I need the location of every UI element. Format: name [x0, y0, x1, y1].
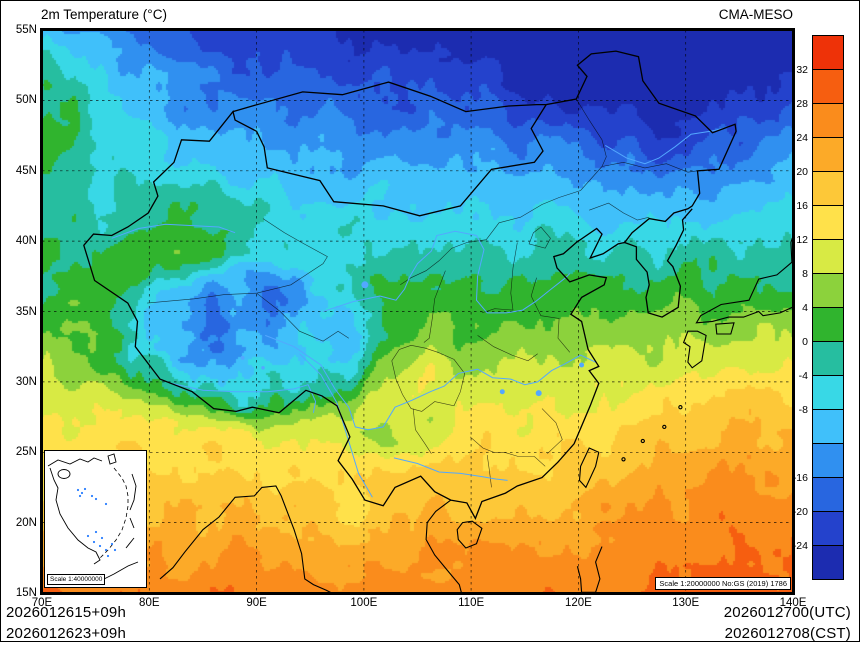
rivers: [111, 126, 729, 498]
colorbar-swatch: [813, 410, 843, 444]
coastlines: [159, 234, 793, 593]
inset-scale-label: Scale 1:40000000: [47, 574, 106, 585]
valid-time-utc: 2026012700(UTC): [723, 604, 851, 621]
lat-tick-label: 15N: [15, 587, 37, 599]
colorbar-swatch: [813, 172, 843, 206]
lat-tick-label: 50N: [15, 94, 37, 107]
lon-tick-label: 90E: [246, 597, 267, 609]
inset-islands: [76, 487, 117, 558]
gridlines: [42, 30, 793, 593]
lon-tick-label: 120E: [564, 597, 592, 609]
map-frame: [42, 30, 793, 593]
figure-frame: 2m Temperature (°C) CMA-MESO: [0, 0, 860, 642]
colorbar-swatch: [813, 478, 843, 512]
lat-tick-label: 25N: [15, 446, 37, 459]
colorbar-label: 32: [796, 64, 808, 76]
colorbar-swatch: [813, 206, 843, 240]
colorbar-swatch: [813, 36, 843, 70]
map-area: Scale 1:40000000 Scale 1:20000000 No:GS …: [40, 28, 795, 595]
lat-tick-label: 35N: [15, 305, 37, 318]
colorbar-swatch: [813, 274, 843, 308]
lon-tick-label: 70E: [31, 597, 53, 609]
nine-dash-line: [99, 467, 129, 559]
lon-tick-label: 80E: [139, 597, 160, 609]
inset-map: [47, 453, 139, 581]
colorbar-label: -24: [792, 540, 808, 552]
colorbar-swatch: [813, 376, 843, 410]
colorbar-label: 20: [796, 166, 808, 178]
lon-tick-label: 100E: [350, 597, 378, 609]
colorbar-swatch: [813, 70, 843, 104]
init-time-1: 2026012615+09h: [6, 604, 127, 621]
colorbar-label: -16: [792, 472, 808, 484]
lat-tick-label: 40N: [15, 235, 37, 248]
colorbar-label: 24: [796, 132, 808, 144]
colorbar-label: 28: [796, 98, 808, 110]
country-borders: [83, 50, 737, 520]
south-china-sea-inset: Scale 1:40000000: [44, 450, 147, 588]
map-overlay: [42, 30, 793, 593]
lat-tick-label: 20N: [15, 516, 37, 529]
colorbar-label: 0: [802, 336, 808, 348]
colorbar-label: -8: [798, 404, 808, 416]
inset-coastlines: [47, 453, 139, 581]
colorbar-swatch: [813, 240, 843, 274]
lat-tick-label: 45N: [15, 164, 37, 177]
colorbar-swatch: [813, 104, 843, 138]
colorbar-label: 12: [796, 234, 808, 246]
model-name: CMA-MESO: [718, 7, 793, 22]
lakes: [240, 281, 585, 397]
province-borders: [147, 98, 698, 488]
plot-title: 2m Temperature (°C): [41, 7, 167, 22]
lon-tick-label: 130E: [672, 597, 700, 609]
colorbar-swatch: [813, 138, 843, 172]
colorbar-label: 4: [802, 302, 808, 314]
map-scale-badge: Scale 1:20000000 No:GS (2019) 1786: [655, 577, 791, 590]
colorbar-swatch: [813, 512, 843, 546]
lon-tick-label: 140E: [779, 597, 807, 609]
colorbar-swatch: [813, 308, 843, 342]
lat-tick-label: 30N: [15, 375, 37, 388]
lon-tick-label: 110E: [458, 597, 485, 609]
colorbar-swatch: [813, 546, 843, 579]
colorbar: [812, 35, 844, 580]
lat-tick-label: 55N: [15, 24, 37, 36]
colorbar-swatch: [813, 444, 843, 478]
colorbar-label: -20: [792, 506, 808, 518]
init-time-2: 2026012623+09h: [6, 625, 127, 642]
colorbar-swatch: [813, 342, 843, 376]
colorbar-label: -4: [798, 370, 808, 382]
colorbar-label: 16: [796, 200, 808, 212]
valid-time-cst: 2026012708(CST): [724, 625, 851, 642]
colorbar-label: 8: [802, 268, 808, 280]
